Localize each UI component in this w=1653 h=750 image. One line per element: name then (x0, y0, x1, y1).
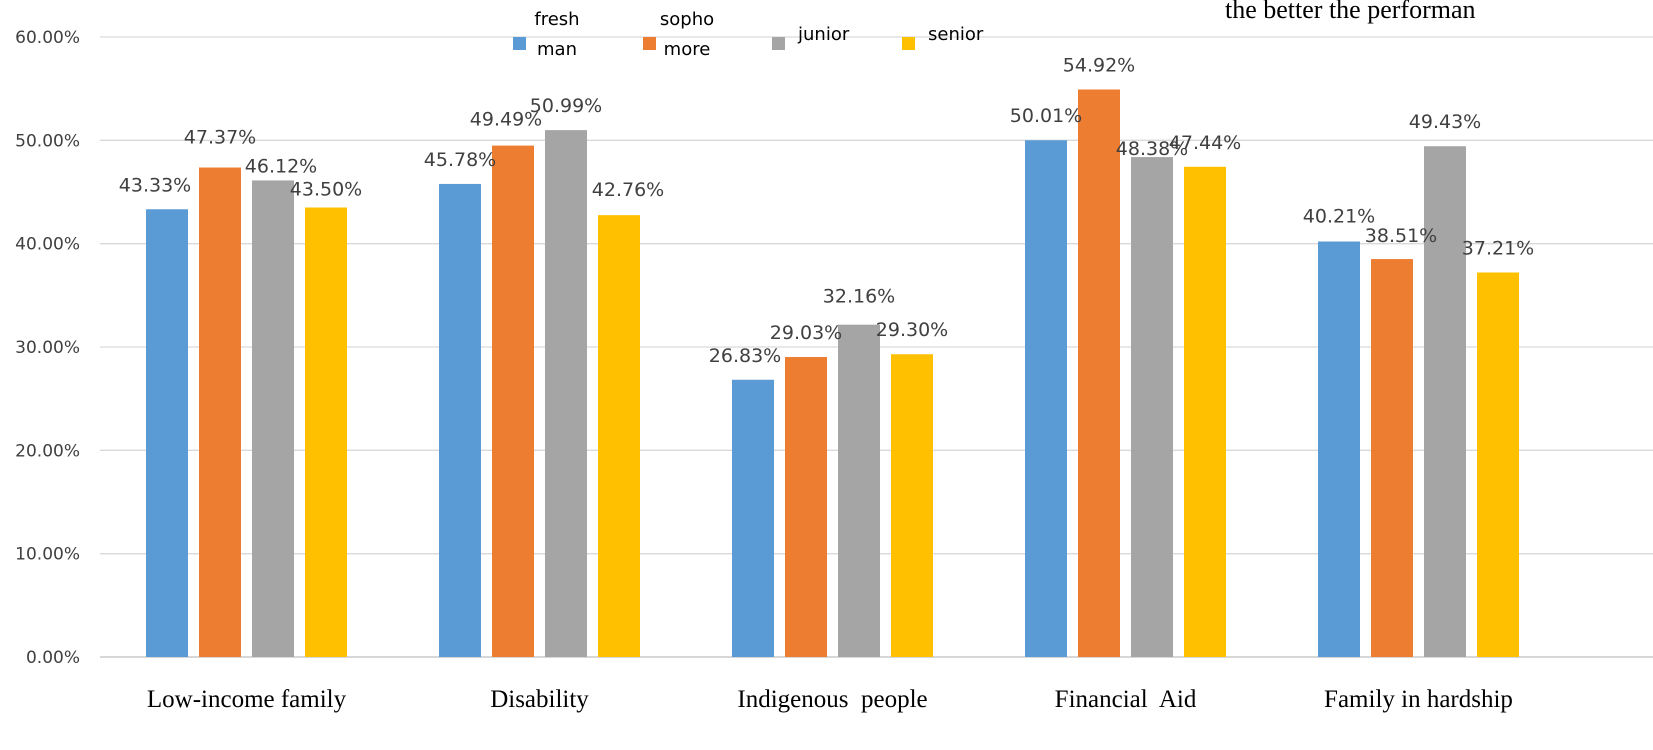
bar-junior (1131, 157, 1173, 657)
y-tick-label: 0.00% (26, 648, 80, 668)
y-axis-tick-labels: 0.00% 10.00% 20.00% 30.00% 40.00% 50.00% 60.00… (15, 28, 80, 668)
data-label: 42.76% (592, 179, 664, 201)
y-tick-label: 20.00% (15, 441, 80, 461)
data-label: 49.49% (470, 109, 542, 131)
bar-junior (1424, 146, 1466, 657)
legend-label-sophomore: more (664, 39, 711, 60)
data-labels: 43.33% 47.37% 46.12%43.50% 45.78% 49.49%50.9… (119, 54, 1534, 366)
bar-freshman (1318, 241, 1360, 657)
data-label: 47.37% (184, 127, 256, 149)
y-tick-label: 10.00% (15, 545, 80, 565)
bar-sophomore (199, 167, 241, 657)
bar-junior (545, 130, 587, 657)
data-label: 47.44% (1169, 132, 1241, 154)
data-label: 46.12% (245, 155, 317, 177)
legend-label-junior: junior (797, 24, 850, 45)
data-label: 49.43% (1409, 111, 1481, 133)
y-tick-label: 40.00% (15, 235, 80, 255)
bar-senior (305, 207, 347, 657)
bar-sophomore (492, 145, 534, 657)
bar-freshman (1025, 140, 1067, 658)
legend-label-freshman: man (537, 39, 577, 60)
data-label: 26.83% (709, 345, 781, 367)
y-tick-label: 50.00% (15, 131, 80, 151)
bars (146, 89, 1519, 658)
x-category-label: Family in hardship (1324, 686, 1513, 713)
legend-label-senior: senior (928, 24, 984, 45)
data-label: 54.92% (1063, 54, 1135, 76)
data-label: 40.21% (1303, 205, 1375, 227)
data-label: 45.78% (424, 149, 496, 171)
data-label: 48.38% (1116, 138, 1188, 160)
bar-senior (1477, 272, 1519, 657)
y-tick-label: 60.00% (15, 28, 80, 48)
data-label: 50.01% (1010, 105, 1082, 127)
bar-senior (891, 354, 933, 657)
bar-sophomore (1371, 259, 1413, 657)
legend-label-freshman: fresh (534, 9, 579, 30)
data-label: 29.03% (770, 322, 842, 344)
legend: fresh man sopho more junior senior (513, 9, 984, 60)
x-category-label: Financial Aid (1055, 686, 1197, 713)
legend-swatch-sophomore (643, 37, 656, 50)
legend-swatch-freshman (513, 37, 526, 50)
data-label: 43.33% (119, 174, 191, 196)
data-label: 43.50% (290, 179, 362, 201)
bar-senior (1184, 166, 1226, 657)
x-category-label: Disability (490, 686, 589, 713)
legend-label-sophomore: sopho (660, 9, 714, 30)
data-label: 29.30% (876, 319, 948, 341)
bar-junior (252, 180, 294, 657)
bar-freshman (146, 209, 188, 658)
legend-swatch-senior (902, 37, 915, 50)
bar-junior (838, 324, 880, 657)
data-label: 32.16% (823, 286, 895, 308)
x-category-label: Low-income family (147, 686, 347, 713)
data-label: 50.99% (530, 95, 602, 117)
bar-freshman (439, 183, 481, 657)
data-label: 38.51% (1365, 225, 1437, 247)
x-category-label: Indigenous people (737, 686, 927, 713)
y-tick-label: 30.00% (15, 338, 80, 358)
x-axis-category-labels: Low-income family Disability Indigenous pe… (147, 686, 1513, 713)
bar-senior (598, 215, 640, 657)
bar-freshman (732, 379, 774, 657)
legend-swatch-junior (772, 37, 785, 50)
data-label: 37.21% (1462, 237, 1534, 259)
page-note-text: the better the performan (1225, 0, 1476, 24)
bar-sophomore (1078, 89, 1120, 657)
bar-sophomore (785, 357, 827, 657)
